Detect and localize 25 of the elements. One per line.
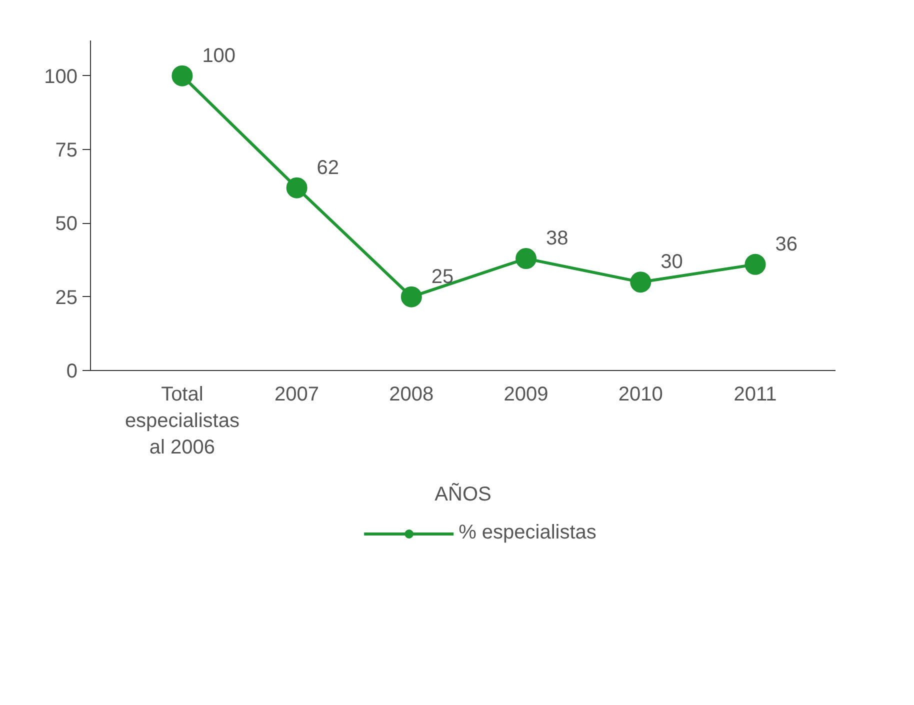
point	[630, 272, 652, 293]
x-axis-title: AÑOS	[434, 482, 492, 506]
x-tick-label: 2007	[274, 384, 320, 406]
x-tick-label: 2009	[504, 384, 548, 406]
x-tick-label: 2008	[389, 384, 434, 406]
x-tick-label: Total especialistas al 2006	[124, 384, 240, 458]
data-label: 62	[316, 156, 340, 179]
y-tick-label: 0	[66, 360, 78, 382]
legend-label: % especialistas	[458, 522, 596, 544]
y-tick-label: 100	[44, 66, 78, 88]
x-tick-label: 2011	[734, 384, 777, 406]
data-label: 36	[775, 233, 798, 256]
data-label: 25	[431, 266, 454, 288]
data-label: 38	[546, 228, 568, 250]
x-tick-label: 2010	[618, 384, 663, 406]
point	[400, 286, 422, 308]
point	[516, 248, 537, 270]
data-label: 30	[660, 251, 683, 274]
y-tick-label: 75	[55, 140, 78, 162]
point	[286, 177, 308, 198]
point	[172, 65, 193, 86]
y-tick-label: 25	[55, 286, 78, 309]
point	[744, 254, 766, 275]
data-label: 100	[202, 44, 236, 67]
y-tick-label: 50	[55, 213, 78, 236]
